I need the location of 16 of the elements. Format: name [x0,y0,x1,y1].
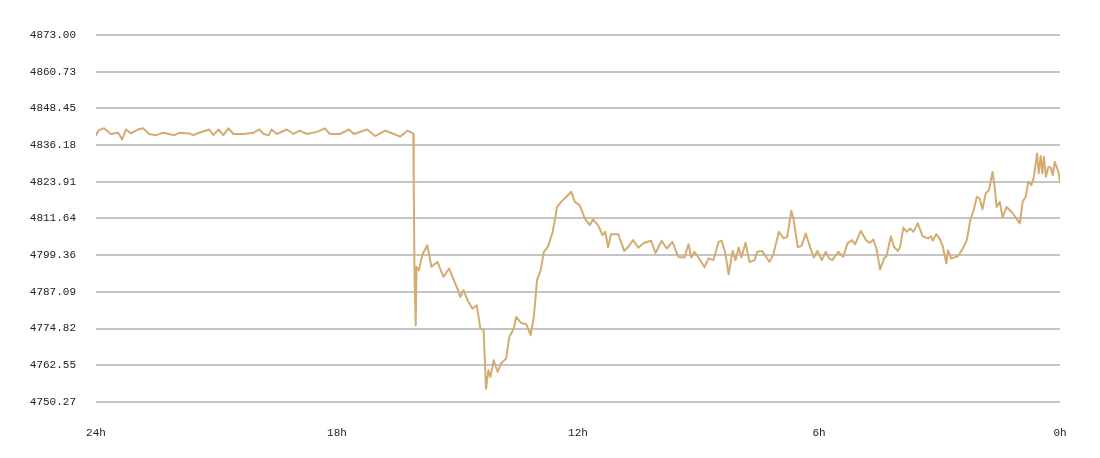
y-tick-label: 4787.09 [29,285,76,298]
x-tick-label: 0h [1053,426,1067,439]
x-tick-label: 12h [568,426,588,439]
y-tick-label: 4873.00 [29,28,76,41]
x-tick-label: 18h [327,426,347,439]
y-tick-label: 4774.82 [29,322,76,335]
y-tick-label: 4799.36 [29,249,76,262]
y-tick-label: 4860.73 [29,65,76,78]
y-tick-label: 4811.64 [29,212,77,225]
y-tick-label: 4823.91 [29,175,77,188]
y-tick-label: 4762.55 [29,359,76,372]
y-tick-label: 4836.18 [29,139,76,152]
x-tick-label: 24h [86,426,106,439]
y-tick-label: 4750.27 [29,395,76,408]
x-tick-label: 6h [812,426,826,439]
y-tick-label: 4848.45 [29,102,76,115]
